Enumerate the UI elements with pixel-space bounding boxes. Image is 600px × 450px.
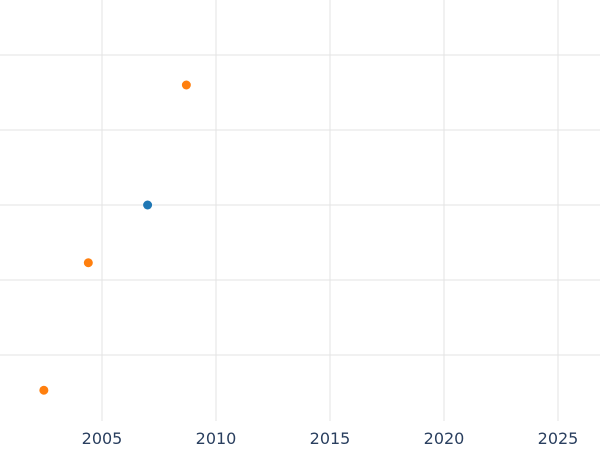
data-point-orange [83,258,93,268]
data-point-blue [143,200,153,210]
data-point-orange [181,80,191,90]
x-tick-label: 2015 [310,429,351,448]
x-tick-label: 2005 [82,429,123,448]
data-point-orange [39,385,49,395]
x-tick-label: 2010 [196,429,237,448]
x-tick-label: 2025 [538,429,579,448]
x-tick-label: 2020 [424,429,465,448]
